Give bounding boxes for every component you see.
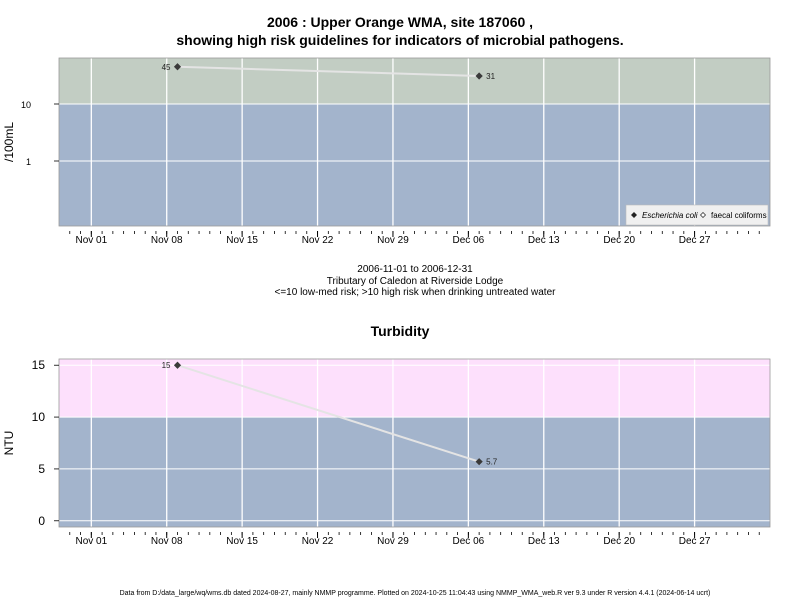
panel1-x-tick-label: Nov 08 [151, 235, 183, 246]
panel2-y-tick-label: 0 [38, 514, 45, 528]
panel1-legend-marker-filled [631, 212, 637, 218]
panel1-data-point [475, 72, 483, 80]
panel2-x-tick-label: Nov 22 [302, 536, 334, 547]
panel1-data-point [173, 63, 182, 71]
chart-title-line-2: showing high risk guidelines for indicat… [176, 32, 624, 48]
panel1-legend-marker-open [700, 212, 706, 218]
panel1-x-tick-label: Nov 29 [377, 235, 409, 246]
panel2-y-tick-label: 5 [38, 462, 45, 476]
panel1-x-tick-label: Dec 13 [528, 235, 560, 246]
panel2-data-label: 5.7 [486, 458, 498, 467]
panel1-data-label: 31 [486, 72, 495, 81]
panel2-y-tick-label: 10 [32, 410, 46, 424]
risk-note-caption: <=10 low-med risk; >10 high risk when dr… [274, 287, 556, 298]
panel1-data-label: 45 [162, 63, 171, 72]
panel2-data-label: 15 [162, 361, 171, 370]
panel1-x-tick-label: Dec 20 [603, 235, 635, 246]
panel1-x-tick-label: Dec 27 [679, 235, 711, 246]
panel2-x-tick-label: Dec 13 [528, 536, 560, 547]
panel1-y-tick-label: 1 [26, 157, 31, 167]
panel2-y-axis-label: NTU [2, 431, 16, 456]
panel2-x-tick-label: Nov 15 [226, 536, 258, 547]
panel2-data-point [475, 458, 483, 466]
panel1-y-tick-label: 10 [21, 100, 31, 110]
turbidity-title: Turbidity [370, 323, 430, 339]
panel1-legend-label: faecal coliforms [711, 211, 767, 220]
site-caption: Tributary of Caledon at Riverside Lodge [326, 276, 504, 287]
panel1-x-tick-label: Dec 06 [453, 235, 485, 246]
panel2-series-line [177, 364, 480, 463]
panel1-y-axis-label: /100mL [2, 122, 16, 162]
panel2-plot-border [58, 358, 771, 528]
panel2-y-tick-label: 15 [32, 358, 46, 372]
panel1-x-tick-label: Nov 01 [75, 235, 107, 246]
panel2-data-point [173, 361, 182, 369]
panel1-x-tick-label: Nov 22 [302, 235, 334, 246]
footer-note: Data from D:/data_large/wq/wms.db dated … [119, 590, 711, 597]
panel1-legend-label: Escherichia coli [642, 211, 698, 220]
panel2-x-tick-label: Nov 08 [151, 536, 183, 547]
chart-title-line-1: 2006 : Upper Orange WMA, site 187060 , [266, 14, 534, 30]
panel2-x-tick-label: Dec 06 [453, 536, 485, 547]
panel2-x-tick-label: Nov 29 [377, 536, 409, 547]
panel1-x-tick-label: Nov 15 [226, 235, 258, 246]
panel1-plot-border [58, 57, 771, 227]
panel2-low-risk-region [59, 417, 770, 527]
panel2-x-tick-label: Dec 20 [603, 536, 635, 547]
panel2-x-tick-label: Dec 27 [679, 536, 711, 547]
panel2-x-tick-label: Nov 01 [75, 536, 107, 547]
panel1-series-line [177, 65, 480, 77]
panel1-legend-box [625, 204, 769, 226]
date-range-caption: 2006-11-01 to 2006-12-31 [357, 264, 473, 275]
